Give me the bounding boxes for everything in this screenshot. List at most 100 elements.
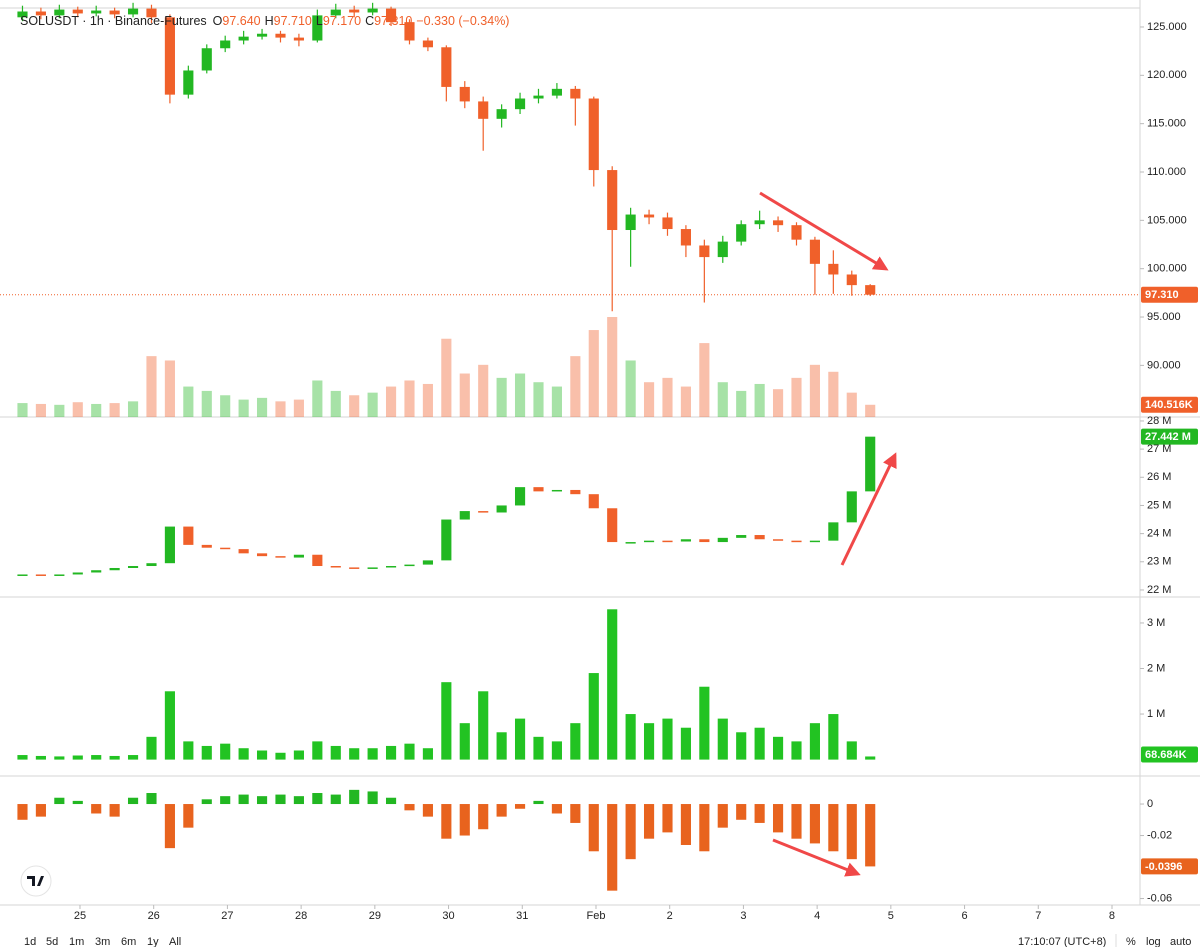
volume-bar: [699, 343, 710, 417]
histogram-bar: [478, 804, 489, 830]
cvd-candle: [54, 574, 65, 576]
volume-bar: [717, 382, 728, 417]
histogram-bar: [846, 804, 857, 860]
cvd-candle: [422, 560, 433, 565]
x-tick-label: 28: [295, 910, 307, 922]
scale-option[interactable]: log: [1146, 936, 1161, 947]
scale-option[interactable]: %: [1126, 936, 1136, 947]
histogram-bar: [662, 804, 673, 833]
cvd-candle: [109, 567, 120, 571]
candle-body: [164, 17, 175, 95]
cvd-candle: [146, 563, 157, 567]
last-value-label: 140.516K: [1145, 399, 1193, 411]
bar: [35, 755, 46, 760]
cvd-candle: [256, 553, 268, 557]
histogram-bar: [256, 796, 268, 805]
y-tick-label: 125.000: [1147, 21, 1187, 33]
x-tick-label: 3: [740, 910, 746, 922]
bar: [717, 718, 728, 760]
histogram-bar: [330, 794, 341, 805]
volume-bar: [551, 386, 562, 417]
last-value-box: [1141, 286, 1198, 303]
volume-bar: [478, 364, 489, 417]
cvd-candle: [201, 544, 212, 548]
y-tick-label: 24 M: [1147, 528, 1171, 540]
histogram-bar: [238, 794, 249, 805]
range-button[interactable]: All: [169, 936, 181, 947]
cvd-candle: [588, 494, 599, 509]
tradingview-logo: [20, 865, 52, 897]
volume-bar: [459, 373, 470, 417]
volume-bar: [643, 382, 655, 417]
legend-header: SOLUSDT · 1h · Binance-Futures O97.640 H97…: [20, 14, 509, 28]
cvd-candle: [478, 511, 489, 513]
bar: [256, 750, 268, 760]
bar: [441, 682, 452, 760]
volume-bar: [791, 377, 802, 417]
volume-bar: [385, 386, 397, 417]
cvd-candle: [17, 574, 28, 576]
volume-bar: [275, 401, 286, 417]
volume-bar: [91, 403, 102, 417]
histogram-bar: [643, 804, 655, 839]
x-tick-label: 29: [369, 910, 381, 922]
histogram-bar: [551, 804, 562, 814]
cvd-candle: [699, 539, 710, 543]
y-tick-label: 1 M: [1147, 708, 1165, 720]
y-tick-label: 0: [1147, 798, 1153, 810]
cvd-candle: [35, 574, 46, 576]
last-value-label: 68.684K: [1145, 749, 1187, 761]
bar: [680, 727, 691, 760]
scale-option[interactable]: auto: [1170, 936, 1191, 947]
bar: [404, 743, 415, 760]
toolbar: 1d 5d 1m 3m 6m 1y All 17:10:07 (UTC+8) %…: [24, 934, 1191, 947]
histogram-bar: [164, 804, 175, 849]
range-button[interactable]: 5d: [46, 936, 58, 947]
bar: [385, 745, 397, 760]
volume-bar: [183, 386, 194, 417]
clock: 17:10:07 (UTC+8): [1018, 936, 1106, 947]
field-value: 97.170: [323, 14, 361, 28]
histogram-bar: [496, 804, 507, 817]
histogram-bar: [791, 804, 802, 839]
candle-body: [183, 70, 194, 95]
range-button[interactable]: 6m: [121, 936, 136, 947]
volume-bar: [662, 377, 673, 417]
volume-bar: [146, 356, 157, 417]
volume-bar: [330, 390, 341, 417]
candle-body: [680, 229, 691, 246]
candle-body: [772, 220, 784, 226]
cvd-candle: [293, 554, 304, 558]
bar: [607, 609, 618, 760]
candle-body: [35, 11, 46, 16]
bar: [127, 755, 139, 760]
candle-body: [422, 40, 433, 48]
last-value-label: -0.0396: [1145, 861, 1182, 873]
histogram-bar: [35, 804, 46, 817]
y-tick-label: 25 M: [1147, 499, 1171, 511]
last-value-box: [1141, 858, 1198, 875]
y-tick-label: -0.02: [1147, 829, 1172, 841]
bar: [164, 691, 175, 760]
y-tick-label: 22 M: [1147, 584, 1171, 596]
field-key: O: [213, 14, 223, 28]
range-button[interactable]: 3m: [95, 936, 110, 947]
cvd-candle: [514, 487, 526, 506]
candle-body: [514, 98, 526, 110]
bar: [312, 741, 323, 760]
histogram-bar: [459, 804, 470, 836]
bar: [496, 732, 507, 760]
range-button[interactable]: 1d: [24, 936, 36, 947]
volume-bar: [312, 380, 323, 417]
range-button[interactable]: 1y: [147, 936, 159, 947]
x-tick-label: 5: [888, 910, 894, 922]
range-button[interactable]: 1m: [69, 936, 84, 947]
x-tick-label: 4: [814, 910, 820, 922]
candle-body: [736, 224, 747, 242]
cvd-candle: [607, 508, 618, 543]
candle-body: [256, 33, 268, 37]
histogram-bar: [754, 804, 765, 823]
bar: [791, 741, 802, 760]
histogram-bar: [220, 796, 231, 805]
candle-body: [146, 8, 157, 18]
